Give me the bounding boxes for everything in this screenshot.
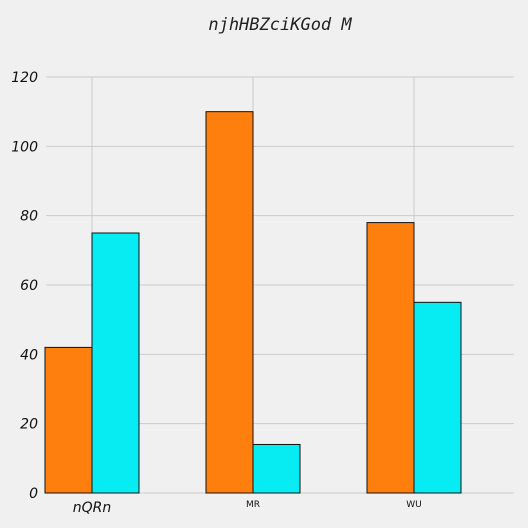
bar-MR-series-2 xyxy=(252,443,301,494)
x-tick-label-MR: MR xyxy=(246,500,260,510)
chart-title: njhHBZciKGod M xyxy=(208,15,352,35)
y-tick-label-3: 60 xyxy=(20,278,38,294)
x-axis-ticks: nQRn MR WU xyxy=(73,500,422,516)
bar-WU-series-2 xyxy=(413,301,462,494)
bar-nQRn-series-1 xyxy=(44,346,93,494)
bar-layer xyxy=(44,111,462,494)
y-tick-label-6: 120 xyxy=(11,70,38,86)
bar-nQRn-series-2 xyxy=(91,232,140,494)
y-tick-label-5: 100 xyxy=(11,139,38,155)
y-axis-ticks: 0 20 40 60 80 100 120 xyxy=(11,70,38,502)
x-tick-label-nQRn: nQRn xyxy=(73,500,112,516)
x-tick-label-WU: WU xyxy=(406,500,422,510)
y-tick-label-1: 20 xyxy=(20,417,38,433)
y-tick-label-2: 40 xyxy=(20,347,38,363)
bar-WU-series-1 xyxy=(366,222,415,494)
bar-MR-series-1 xyxy=(205,111,254,494)
y-tick-label-0: 0 xyxy=(29,486,38,502)
y-tick-label-4: 80 xyxy=(20,209,38,225)
